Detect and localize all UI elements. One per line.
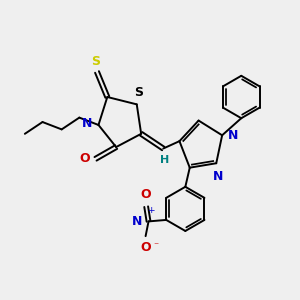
- Text: O: O: [80, 152, 90, 165]
- Text: N: N: [82, 117, 93, 130]
- Text: O: O: [140, 242, 151, 254]
- Text: H: H: [160, 155, 169, 165]
- Text: +: +: [147, 206, 154, 215]
- Text: N: N: [227, 129, 238, 142]
- Text: N: N: [132, 215, 142, 228]
- Text: S: S: [91, 55, 100, 68]
- Text: O: O: [141, 188, 152, 201]
- Text: ⁻: ⁻: [154, 242, 159, 251]
- Text: N: N: [212, 170, 223, 183]
- Text: S: S: [134, 86, 143, 99]
